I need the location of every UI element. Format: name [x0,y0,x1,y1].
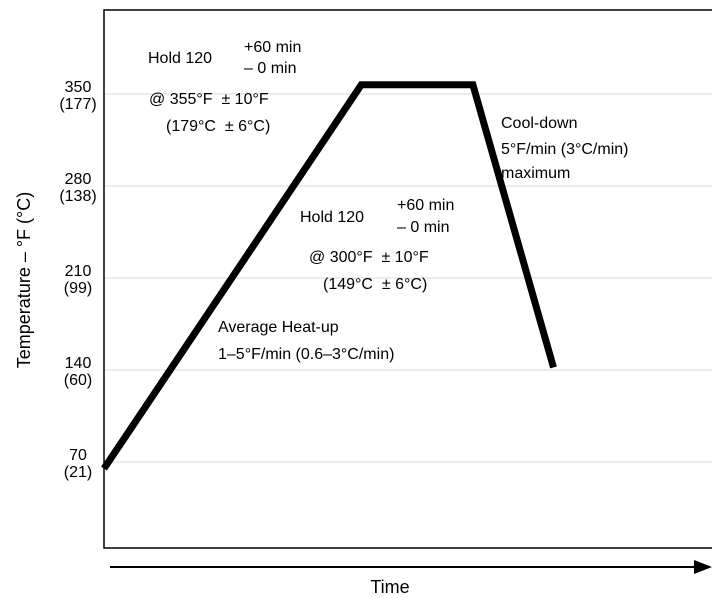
heatup-line2: 1–5°F/min (0.6–3°C/min) [218,346,394,363]
y-tick-label-f: 210 [65,263,92,280]
hold-upper-temp-c: (179°C ± 6°C) [166,118,270,135]
hold-upper-minus: – 0 min [244,60,296,77]
hold-upper-plus: +60 min [244,39,301,56]
cooldown-line3: maximum [501,165,570,182]
y-axis-label: Temperature – °F (°C) [14,192,34,368]
hold-lower-plus: +60 min [397,197,454,214]
y-tick-label-f: 280 [65,171,92,188]
y-tick-label-c: (177) [59,96,96,113]
y-tick-label-c: (99) [64,280,92,297]
cooldown-line2: 5°F/min (3°C/min) [501,141,628,158]
y-tick-label-c: (21) [64,464,92,481]
hold-lower-minus: – 0 min [397,219,449,236]
series-line [101,81,557,471]
gridlines [104,93,712,463]
plot-frame [103,9,712,549]
y-tick-label-c: (138) [59,188,96,205]
cooldown-line1: Cool-down [501,115,577,132]
y-tick-label-f: 70 [69,447,87,464]
y-tick-label-f: 140 [65,355,92,372]
y-tick-label-f: 350 [65,79,92,96]
hold-upper-label: Hold 120 [148,50,212,67]
time-arrow-head [694,560,712,574]
y-tick-label-c: (60) [64,372,92,389]
hold-lower-label: Hold 120 [300,209,364,226]
x-axis-label: Time [370,577,409,597]
hold-lower-temp-f: @ 300°F ± 10°F [309,249,429,266]
heatup-line1: Average Heat-up [218,319,339,336]
hold-upper-temp-f: @ 355°F ± 10°F [149,91,269,108]
hold-lower-temp-c: (149°C ± 6°C) [323,276,427,293]
y-tick-labels: 70(21) 140(60) 210(99) 280(138) 350(177) [59,79,96,481]
